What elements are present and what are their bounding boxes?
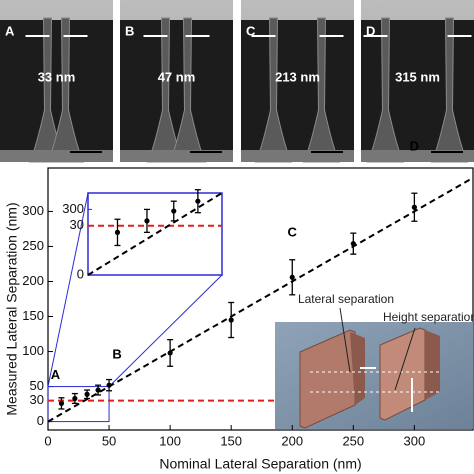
sem-trench — [120, 20, 233, 162]
illustration — [275, 307, 473, 429]
y-tick-label: 150 — [22, 308, 44, 323]
point-label: D — [410, 139, 419, 154]
pointer — [394, 327, 416, 391]
inset-y-tick-label: 300 — [62, 201, 84, 216]
point-label: C — [288, 225, 298, 240]
measurement: 315 nm — [395, 69, 440, 84]
point — [84, 391, 90, 397]
point — [411, 204, 417, 210]
point — [95, 387, 101, 393]
inset-frame — [87, 192, 223, 276]
point — [144, 218, 150, 224]
slab-side — [425, 330, 440, 400]
label-bg — [300, 292, 392, 308]
point-label: B — [112, 347, 121, 362]
identity-line — [47, 176, 474, 423]
x-axis-title: Nominal Lateral Separation (nm) — [159, 456, 361, 472]
illustration-label: Lateral separation — [298, 292, 394, 306]
panel-letter: D — [366, 23, 375, 38]
point — [106, 382, 112, 388]
chart: 0 50 100 150 200 250 30003050100150200250300No… — [4, 139, 474, 472]
measurement: 47 nm — [158, 69, 196, 84]
measurement: 33 nm — [38, 69, 76, 84]
point — [114, 229, 121, 235]
panel-letter: C — [246, 23, 256, 38]
y-tick-label: 100 — [22, 343, 44, 358]
zoom-connector — [108, 274, 223, 387]
panel-letter: A — [5, 23, 15, 38]
y-axis-title: Measured Lateral Separation (nm) — [4, 202, 20, 415]
x-tick-label: 150 — [220, 433, 242, 448]
sem-trench — [241, 20, 354, 162]
x-tick-label: 250 — [342, 433, 364, 448]
point — [350, 241, 356, 247]
slab-side — [350, 332, 365, 405]
point — [58, 400, 65, 406]
point — [171, 208, 177, 214]
x-tick-label: 50 — [102, 433, 116, 448]
inset-y-tick-label: 30 — [70, 217, 84, 232]
point-label: A — [51, 367, 61, 382]
point — [72, 395, 78, 402]
x-tick-label: 0 — [44, 433, 51, 448]
y-tick-label: 30 — [30, 392, 44, 407]
pointer — [339, 307, 351, 373]
x-tick-label: 300 — [404, 433, 426, 448]
point — [228, 317, 234, 323]
y-tick-label: 250 — [22, 238, 44, 253]
y-tick-label: 300 — [22, 203, 44, 218]
zoom-connector — [47, 192, 89, 387]
point — [289, 274, 295, 280]
y-tick-label: 50 — [30, 378, 44, 393]
zoom-box — [47, 386, 110, 423]
sem-panels: A 33 nm B 47 nm C 213 nm D 315 nm — [0, 0, 474, 163]
illustration-label: Height separation — [383, 310, 474, 324]
y-tick-label: 200 — [22, 273, 44, 288]
inset-identity-line — [87, 192, 223, 276]
measurement: 213 nm — [275, 69, 320, 84]
point — [195, 198, 201, 204]
panel-letter: B — [125, 23, 134, 38]
y-tick-label: 0 — [37, 413, 44, 428]
x-tick-label: 100 — [159, 433, 181, 448]
x-tick-label: 200 — [281, 433, 303, 448]
inset-y-tick-label: 0 — [77, 266, 84, 281]
point — [167, 350, 173, 356]
